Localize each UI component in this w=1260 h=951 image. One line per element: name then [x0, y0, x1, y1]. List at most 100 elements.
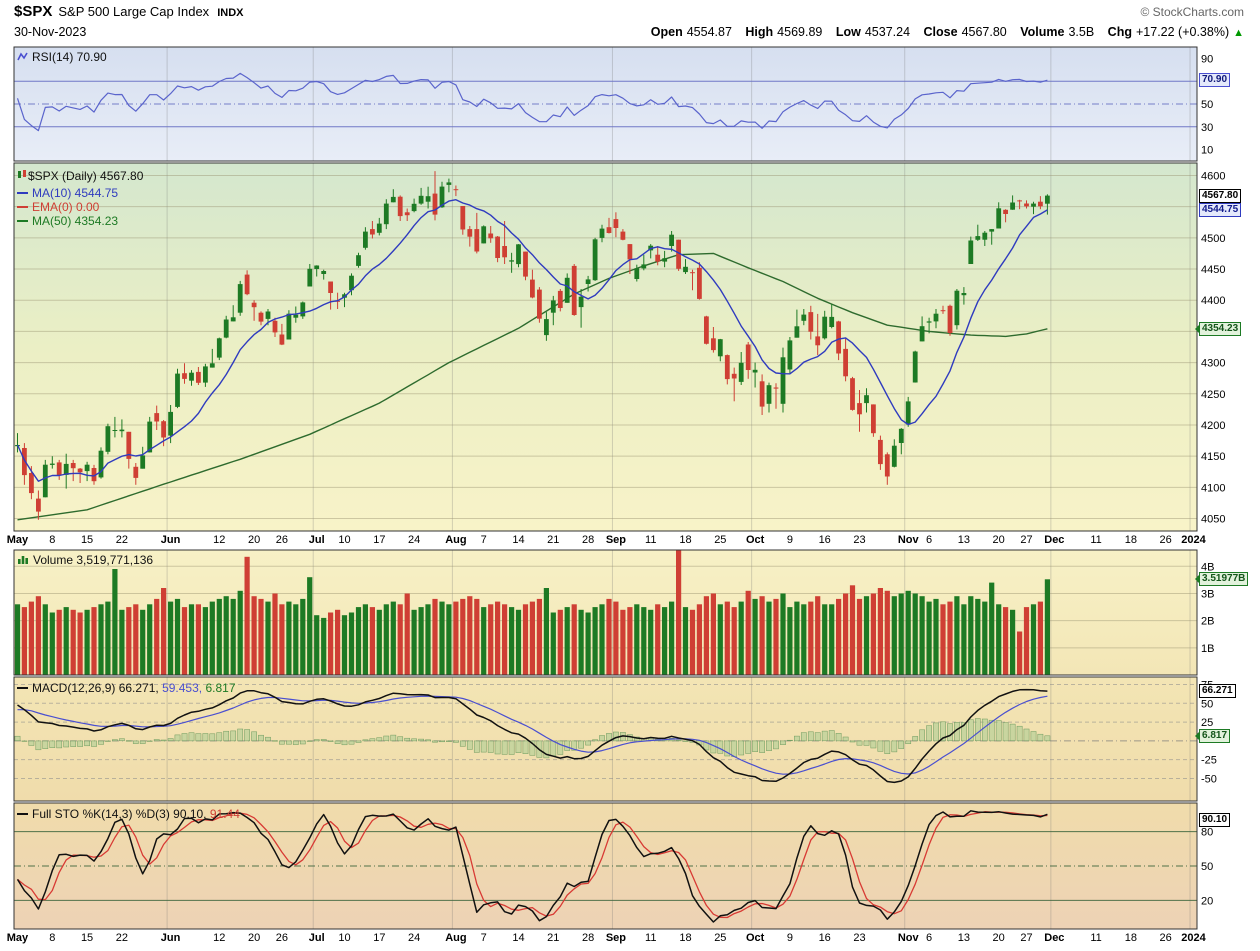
x-axis-label: 22 [116, 534, 128, 546]
up-arrow-icon: ▲ [1233, 27, 1244, 39]
macd-current-box: 66.271 [1199, 684, 1236, 698]
x-axis-label: 13 [958, 932, 970, 944]
x-axis-label: 27 [1020, 534, 1032, 546]
x-axis-label: 20 [248, 534, 260, 546]
volume-legend: Volume 3,519,771,136 [17, 553, 153, 567]
x-axis-label: Dec [1044, 932, 1064, 944]
x-axis-label: 24 [408, 932, 420, 944]
x-axis-label: 18 [1125, 932, 1137, 944]
x-axis-label: Aug [445, 534, 466, 546]
x-axis-label: 11 [645, 932, 656, 944]
price-axis-label: 4050 [1201, 514, 1225, 526]
macd-line [17, 688, 1048, 784]
volume-axis-label: 3B [1201, 588, 1214, 600]
x-axis-label: 13 [958, 534, 970, 546]
header: $SPX S&P 500 Large Cap Index INDX © StockC… [14, 3, 1244, 23]
sto-legend-d: 91.44 [209, 807, 240, 821]
high-label: High [745, 25, 774, 39]
x-axis-label: 23 [853, 534, 865, 546]
x-axis-label: 2024 [1181, 932, 1206, 944]
macd-axis-label: 25 [1201, 717, 1213, 729]
x-axis-label: 6 [926, 534, 932, 546]
volume-label: Volume [1020, 25, 1065, 39]
macd-legend-signal: 59.453, [162, 681, 203, 695]
x-axis-label: 10 [338, 534, 350, 546]
macd-line-icon [17, 687, 28, 689]
macd-axis-label: 50 [1201, 698, 1213, 710]
sto-legend: Full STO %K(14,3) %D(3) 90.10, 91.44 [17, 807, 240, 821]
volume-axis-label: 1B [1201, 643, 1214, 655]
volume-value: 3.5B [1068, 25, 1095, 39]
rsi-axis-label: 50 [1201, 99, 1213, 111]
macd-legend-main: MACD(12,26,9) 66.271, [32, 681, 159, 695]
rsi-line [16, 72, 1048, 132]
x-axis-label: 21 [547, 932, 559, 944]
x-axis-label: 23 [853, 932, 865, 944]
volume-bars [14, 550, 1050, 675]
x-axis-label: 6 [926, 932, 932, 944]
x-axis-label: 15 [81, 534, 93, 546]
ma50-legend-label: MA(50) 4354.23 [32, 214, 119, 228]
price-axis-label: 4150 [1201, 451, 1225, 463]
x-axis-label: Jun [161, 534, 181, 546]
price-legend-ema: EMA(0) 0.00 [17, 200, 99, 214]
x-axis-label: 8 [49, 534, 55, 546]
x-axis-label: Nov [898, 932, 920, 944]
ma10-line-icon [17, 192, 28, 194]
x-axis-label: Oct [746, 932, 765, 944]
x-axis-label: 17 [373, 534, 385, 546]
x-axis-label: 2024 [1181, 534, 1206, 546]
close-value: 4567.80 [961, 25, 1007, 39]
x-axis-label: 15 [81, 932, 93, 944]
x-axis-label: 20 [993, 534, 1005, 546]
sto-k-line [16, 810, 1048, 923]
volume-axis-label: 2B [1201, 616, 1214, 628]
x-axis-label: 18 [679, 932, 691, 944]
price-axis-label: 4600 [1201, 170, 1225, 182]
x-axis-label: 12 [213, 932, 225, 944]
x-axis-label: 26 [276, 534, 288, 546]
low-label: Low [835, 25, 861, 39]
x-axis-label: Nov [898, 534, 920, 546]
x-axis-label: 11 [1090, 932, 1101, 944]
x-axis-label: Jul [309, 932, 325, 944]
volume-bars-icon [18, 556, 28, 564]
x-axis-label: 25 [714, 534, 726, 546]
x-axis-label: 12 [213, 534, 225, 546]
price-axis-label: 4250 [1201, 389, 1225, 401]
sto-axis-label: 20 [1201, 895, 1213, 907]
ema-legend-label: EMA(0) 0.00 [32, 200, 100, 214]
price-ma50-box: 4354.23 [1194, 322, 1242, 336]
candlestick-icon [18, 170, 26, 178]
x-axis-label: 26 [1160, 534, 1172, 546]
x-axis-label: Oct [746, 534, 765, 546]
rsi-legend-label: RSI(14) 70.90 [32, 50, 107, 64]
chart-date: 30-Nov-2023 [14, 25, 87, 39]
x-axis-label: 9 [787, 932, 793, 944]
sto-axis-label: 50 [1201, 861, 1213, 873]
x-axis-label: 8 [49, 932, 55, 944]
sto-axis-label: 80 [1201, 827, 1213, 839]
price-panel-border [13, 162, 1198, 532]
x-axis-label: 20 [248, 932, 260, 944]
x-axis-label: 20 [993, 932, 1005, 944]
x-axis-label: 11 [645, 534, 656, 546]
x-axis-label: 10 [338, 932, 350, 944]
x-axis-label: 16 [819, 932, 831, 944]
x-axis-label: 18 [679, 534, 691, 546]
macd-hist-box: 6.817 [1194, 729, 1231, 743]
price-legend-ma50: MA(50) 4354.23 [17, 214, 118, 228]
price-close-box: 4567.80 [1199, 189, 1242, 203]
exchange-label: INDX [217, 7, 244, 19]
macd-legend-hist: 6.817 [205, 681, 236, 695]
x-axis-label: 18 [1125, 534, 1137, 546]
x-axis-label: 21 [547, 534, 559, 546]
x-axis-label: Jul [309, 534, 325, 546]
sto-line-icon [17, 813, 28, 815]
candlesticks [15, 171, 1050, 520]
chg-label: Chg [1107, 25, 1132, 39]
rsi-current-box: 70.90 [1199, 73, 1231, 87]
macd-axis-label: -50 [1201, 773, 1217, 785]
x-axis-label: 28 [582, 534, 594, 546]
